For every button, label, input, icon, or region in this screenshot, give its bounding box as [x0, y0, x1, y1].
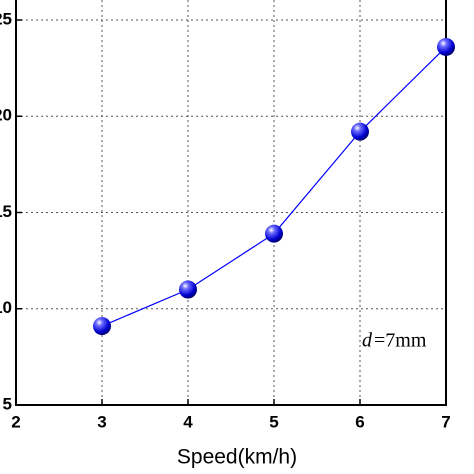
x-tick-label: 4 [183, 412, 193, 431]
y-tick-label: 5 [3, 394, 12, 413]
y-tick-label: 10 [0, 298, 12, 317]
x-tick-label: 2 [11, 412, 20, 431]
data-point [93, 317, 111, 336]
annotation: =7mm [374, 330, 427, 352]
plot-frame [15, 0, 447, 406]
y-tick-label: 15 [0, 202, 12, 221]
x-axis-label: Speed(km/h) [177, 446, 297, 469]
data-point [179, 280, 197, 299]
data-point [265, 224, 283, 243]
annotation: d [362, 330, 373, 352]
x-tick-label: 5 [269, 412, 278, 431]
y-tick-label: 25 [0, 9, 12, 28]
x-tick-label: 3 [97, 412, 106, 431]
x-tick-label: 7 [441, 412, 450, 431]
data-point [351, 122, 369, 141]
data-point [437, 37, 455, 56]
y-tick-label: 20 [0, 106, 12, 125]
x-tick-label: 6 [355, 412, 364, 431]
